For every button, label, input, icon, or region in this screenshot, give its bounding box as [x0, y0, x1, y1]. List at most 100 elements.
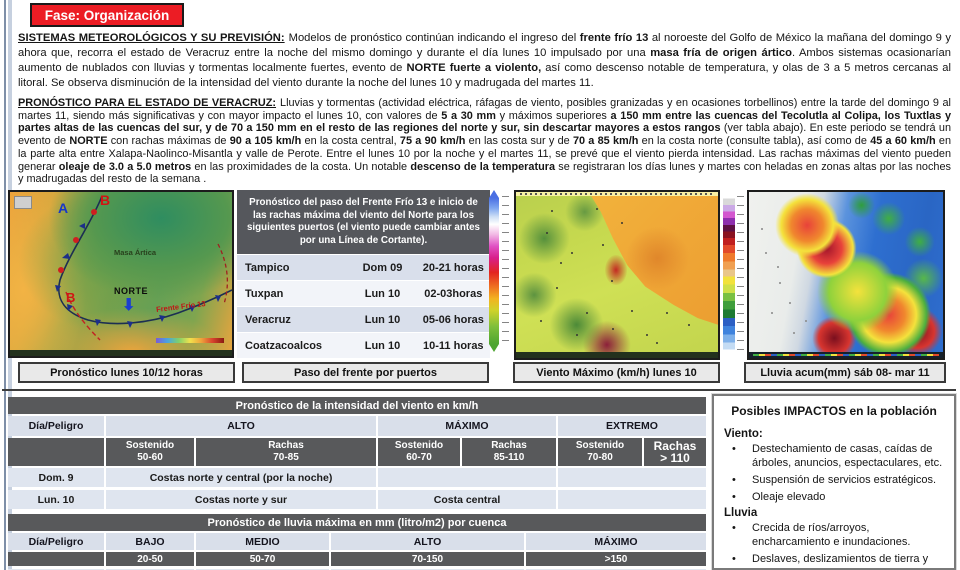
synoptic-map: A B B Masa Ártica NORTE ⬇ Frente Frío 13	[8, 190, 234, 358]
text-run-bold: a 150 mm entre las cuencas del Tecolutla…	[18, 109, 952, 135]
impacts-title: Posibles IMPACTOS en la población	[731, 404, 937, 418]
level-extremo-header: EXTREMO	[558, 416, 706, 436]
rain-table-ranges-row: 20-50 50-70 70-150 >150	[8, 552, 706, 566]
level-maximo-header: MÁXIMO	[526, 533, 706, 550]
subheader-label: Sostenido	[125, 440, 175, 451]
forecast-heading: PRONÓSTICO PARA EL ESTADO DE VERACRUZ:	[18, 97, 277, 109]
caption-rain-map: Lluvia acum(mm) sáb 08- mar 11	[744, 362, 946, 383]
systems-paragraph: SISTEMAS METEOROLÓGICOS Y SU PREVISIÓN: M…	[18, 31, 951, 91]
norte-label: NORTE	[114, 286, 148, 296]
subheader-range: 60-70	[406, 452, 432, 463]
port-time: 02-03horas	[424, 287, 483, 300]
text-run: al noroeste del Golfo de México la mañan…	[18, 32, 951, 59]
wind-color-scale	[489, 190, 499, 352]
port-day: Lun 10	[364, 313, 401, 326]
port-day: Dom 09	[362, 261, 403, 274]
low-pressure-label-top: B	[100, 192, 111, 208]
text-run: . Ambos sistemas ocasionarían aumento de…	[18, 47, 951, 74]
list-item: Deslaves, deslizamientos de tierra y	[724, 552, 944, 566]
wind-table-group-header: Día/Peligro ALTO MÁXIMO EXTREMO	[8, 416, 706, 436]
extremo-sostenido-header: Sostenido 70-80	[558, 438, 642, 466]
map-title-strip	[516, 192, 718, 196]
phase-banner-label: Fase: Organización	[44, 7, 170, 23]
section-divider	[2, 389, 956, 391]
text-run: Lluvias y tormentas (actividad eléctrica…	[18, 97, 951, 122]
subheader-label: Sostenido	[394, 440, 444, 451]
extremo-value-cell	[558, 490, 706, 509]
port-time: 10-11 horas	[423, 339, 484, 352]
maximo-sostenido-header: Sostenido 60-70	[378, 438, 460, 466]
front-passage-table-header: Pronóstico del paso del Frente Frío 13 e…	[237, 190, 490, 254]
maximo-value-cell: Costa central	[378, 490, 556, 509]
map-footer-strip	[10, 350, 232, 356]
text-run: (ver tabla abajo). En este periodo se te…	[18, 122, 952, 148]
rain-impacts-heading: Lluvia	[724, 507, 758, 519]
max-wind-map	[514, 190, 720, 360]
level-medio-header: MEDIO	[196, 533, 329, 550]
list-item: Destechamiento de casas, caídas de árbol…	[724, 442, 944, 470]
port-day: Lun 10	[364, 287, 401, 300]
day-cell: Dom. 9	[8, 468, 104, 487]
caption-wind-map: Viento Máximo (km/h) lunes 10	[513, 362, 720, 383]
systems-heading: SISTEMAS METEOROLÓGICOS Y SU PREVISIÓN:	[18, 32, 285, 44]
subheader-label: Rachas	[491, 440, 527, 451]
low-pressure-label-left: B	[66, 290, 76, 305]
text-run: y máximos superiores	[495, 109, 611, 122]
text-run: se registraran los días lunes y martes c…	[18, 160, 951, 186]
text-run: en la parte alta entre Xalapa-Naolinco-M…	[18, 135, 952, 173]
wind-scale-ticks	[502, 196, 509, 348]
alto-sostenido-header: Sostenido 50-60	[106, 438, 194, 466]
list-item: Oleaje elevado	[724, 490, 944, 504]
arctic-airmass-label: Masa Ártica	[114, 248, 157, 257]
wind-intensity-table: Pronóstico de la intensidad del viento e…	[8, 397, 706, 570]
norte-arrow-icon: ⬇	[122, 297, 136, 314]
rain-table-header: Día/Peligro BAJO MEDIO ALTO MÁXIMO	[8, 533, 706, 550]
text-run: en la costa norte (consulte tabla), así …	[638, 135, 871, 148]
text-run-bold: 45 a 60 km/h	[870, 135, 936, 148]
alto-value-cell: Costas norte y central (por la noche)	[106, 468, 376, 487]
text-run-bold: 70 a 85 km/h	[572, 135, 639, 148]
front-lines-graphic	[55, 195, 232, 341]
wind-impacts-heading: Viento:	[724, 428, 763, 440]
wind-table-title: Pronóstico de la intensidad del viento e…	[8, 397, 706, 414]
text-run-bold: 90 a 105 km/h	[229, 135, 302, 148]
subheader-range: 85-110	[493, 452, 525, 463]
rain-scale-ticks	[737, 196, 744, 352]
subheader-label: Sostenido	[575, 440, 625, 451]
text-run: Modelos de pronóstico continúan indicand…	[288, 32, 580, 44]
maximo-value-cell	[378, 468, 556, 487]
level-maximo-header: MÁXIMO	[378, 416, 556, 436]
extremo-rachas-header: Rachas > 110	[644, 438, 706, 466]
maximo-range: >150	[526, 552, 706, 566]
map-footer-strip	[516, 352, 718, 358]
level-bajo-header: BAJO	[106, 533, 194, 550]
subheader-range: > 110	[660, 451, 690, 465]
text-run-bold: masa fría de origen ártico	[650, 47, 792, 59]
list-item: Suspensión de servicios estratégicos.	[724, 473, 944, 487]
text-run: con rachas máximas de	[107, 135, 230, 148]
map-stamp-icon	[14, 196, 32, 209]
color-legend-strip	[156, 338, 224, 343]
text-run: en las proximidades de la costa. Un nota…	[191, 160, 411, 173]
alto-value-cell: Costas norte y sur	[106, 490, 376, 509]
impacts-panel: Posibles IMPACTOS en la población Viento…	[712, 394, 956, 570]
subheader-label: Rachas	[653, 439, 697, 453]
maximo-rachas-header: Rachas 85-110	[462, 438, 556, 466]
day-cell: Lun. 10	[8, 490, 104, 509]
text-run-bold: oleaje de 3.0 a 5.0 metros	[58, 160, 192, 173]
alto-range: 70-150	[331, 552, 524, 566]
table-row: Tuxpan Lun 10 02-03horas	[237, 281, 490, 306]
forecast-paragraph: PRONÓSTICO PARA EL ESTADO DE VERACRUZ: Ll…	[18, 97, 951, 186]
left-border-line	[4, 0, 6, 570]
port-time: 05-06 horas	[422, 313, 484, 326]
rain-color-scale	[723, 190, 735, 356]
phase-banner: Fase: Organización	[30, 3, 184, 27]
text-run: así como descenso notable de temperatura…	[18, 62, 952, 89]
level-alto-header: ALTO	[106, 416, 376, 436]
alto-rachas-header: Rachas 70-85	[196, 438, 376, 466]
text-run-bold: 5 a 30 mm	[441, 109, 496, 122]
list-item: Crecida de ríos/arroyos, encharcamiento …	[724, 521, 944, 549]
text-run-bold: descenso de la temperatura	[410, 160, 556, 173]
rain-table-title: Pronóstico de lluvia máxima en mm (litro…	[8, 514, 706, 531]
port-name: Coatzacoalcos	[245, 339, 323, 352]
